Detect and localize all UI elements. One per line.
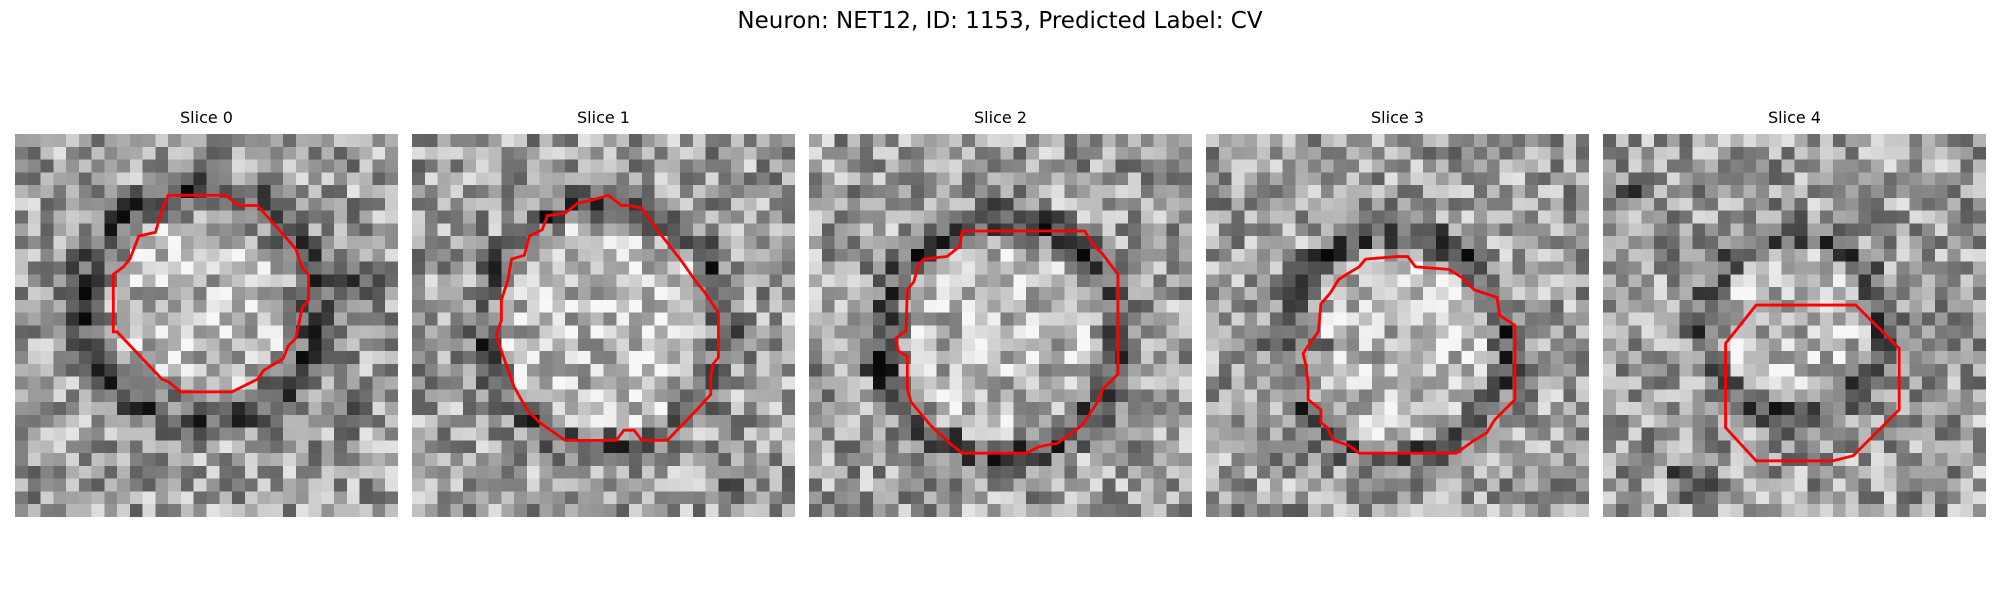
panel-slice-1: Slice 1 <box>412 108 795 518</box>
slice-0-image <box>15 134 398 517</box>
slice-1-image <box>412 134 795 517</box>
slice-4-image <box>1603 134 1986 517</box>
panel-slice-2: Slice 2 <box>809 108 1192 518</box>
slice-3-contour <box>1301 255 1517 455</box>
slice-4-pixels <box>1603 134 1986 517</box>
slice-1-contour <box>494 193 720 442</box>
panel-title-slice-3: Slice 3 <box>1371 108 1424 127</box>
panel-title-slice-4: Slice 4 <box>1768 108 1821 127</box>
figure-title: Neuron: NET12, ID: 1153, Predicted Label… <box>737 8 1263 34</box>
slice-0-contour <box>111 193 311 394</box>
slice-3-image <box>1206 134 1589 517</box>
panel-slice-4: Slice 4 <box>1603 108 1986 518</box>
slice-2-contour <box>894 229 1120 455</box>
panel-slice-3: Slice 3 <box>1206 108 1589 518</box>
slice-1-pixels <box>412 134 795 517</box>
slice-2-image <box>809 134 1192 517</box>
slice-3-pixels <box>1206 134 1589 517</box>
panel-slice-0: Slice 0 <box>15 108 398 518</box>
panel-title-slice-1: Slice 1 <box>577 108 630 127</box>
slice-0-pixels <box>15 134 398 517</box>
panel-title-slice-0: Slice 0 <box>180 108 233 127</box>
panel-title-slice-2: Slice 2 <box>974 108 1027 127</box>
slice-4-contour <box>1724 303 1901 463</box>
slice-2-pixels <box>809 134 1192 517</box>
